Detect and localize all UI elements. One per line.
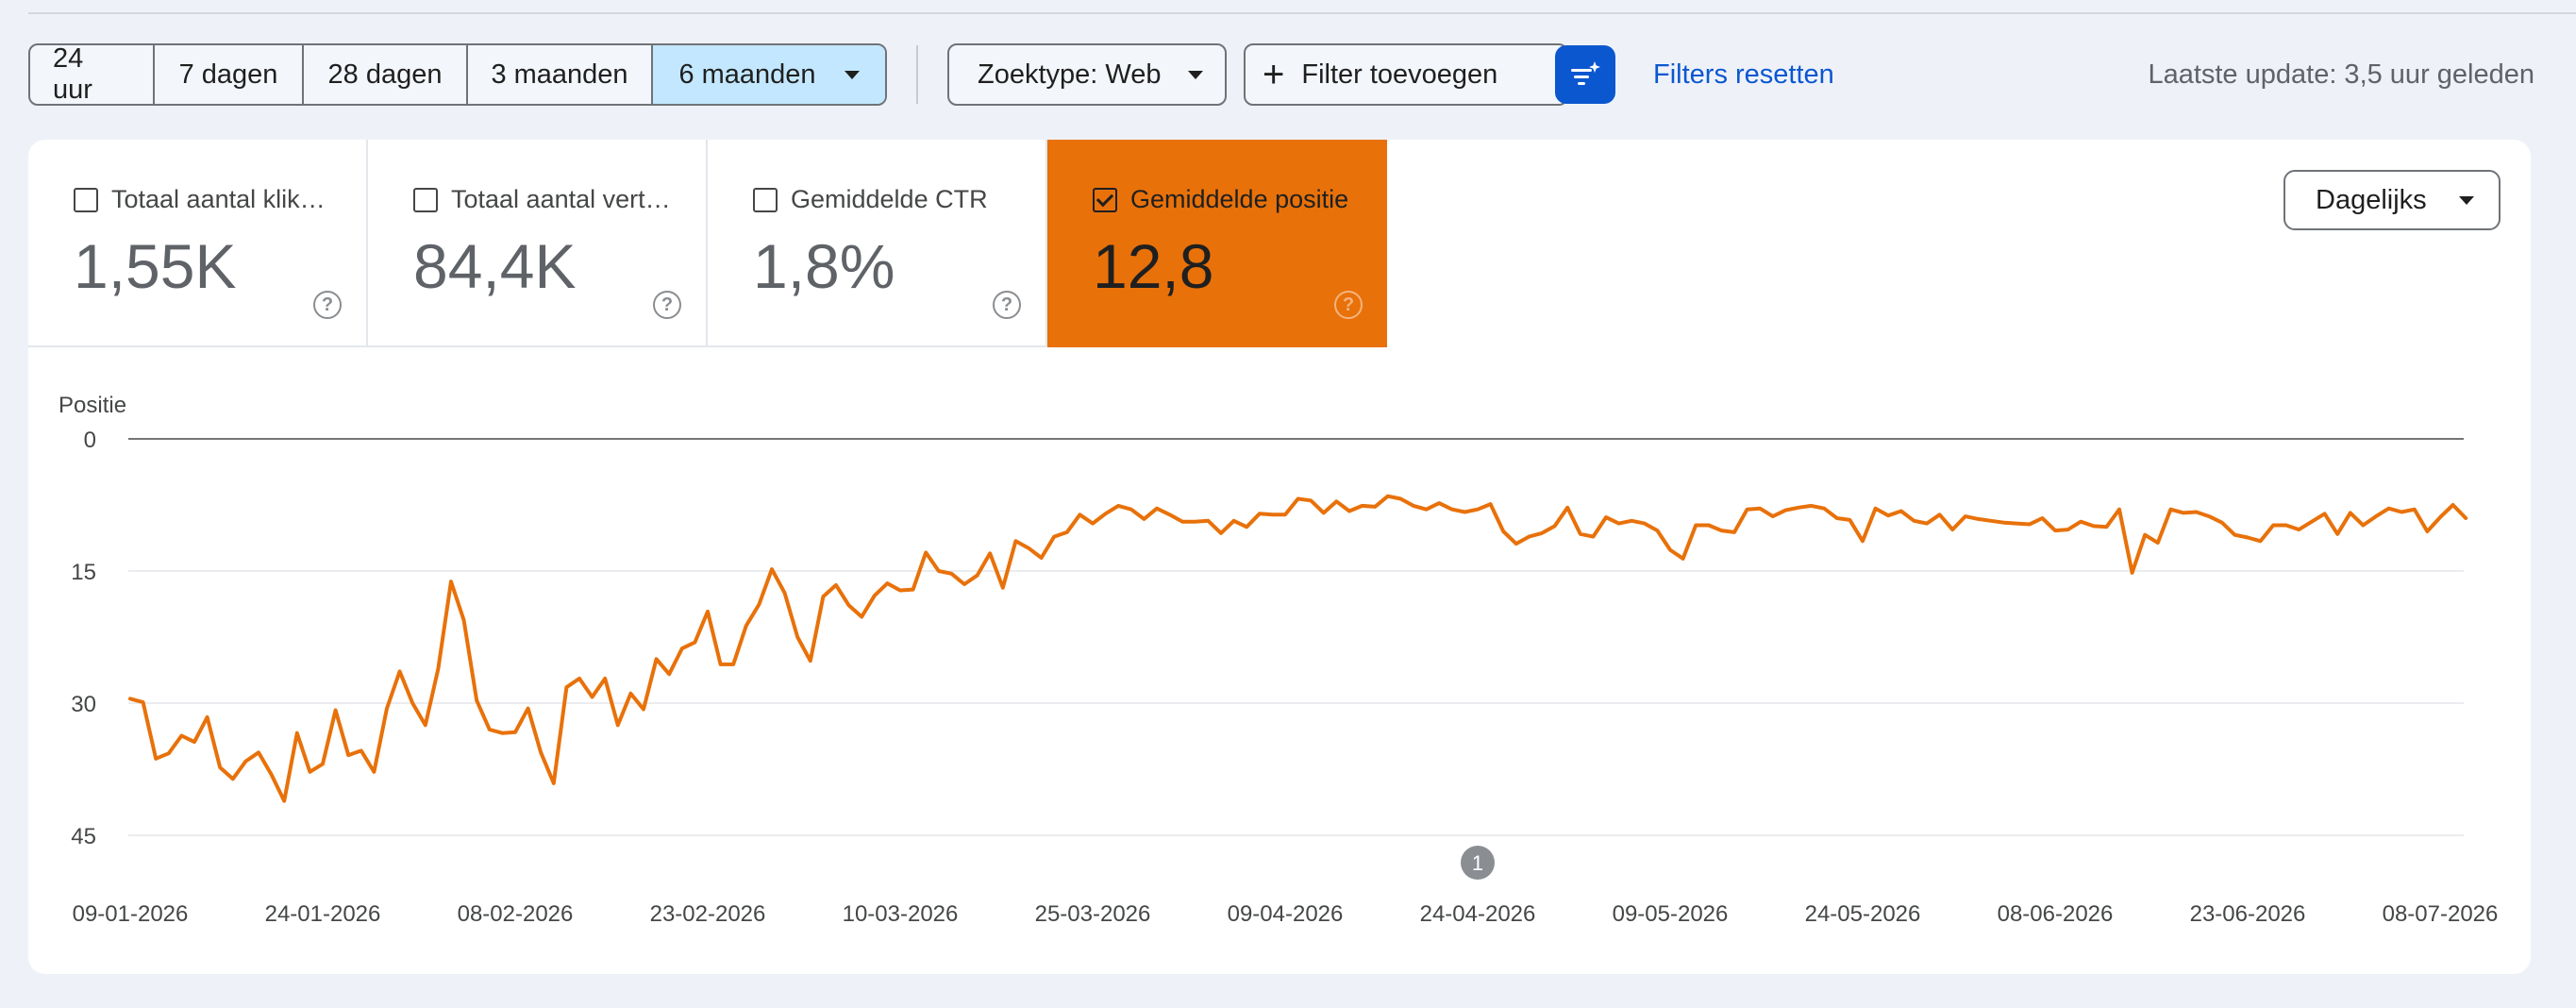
checkbox[interactable] xyxy=(753,187,778,212)
last-update-text: Laatste update: 3,5 uur geleden xyxy=(2148,59,2534,90)
chevron-down-icon xyxy=(2458,195,2474,205)
filter-toolbar: 24 uur 7 dagen 28 dagen 3 maanden 6 maan… xyxy=(28,43,2534,106)
x-tick-label: 09-04-2026 xyxy=(1228,901,1344,927)
range-6m-button[interactable]: 6 maanden xyxy=(653,45,885,104)
checkbox-checked[interactable] xyxy=(1093,187,1117,212)
range-label: 6 maanden xyxy=(678,59,816,90)
range-28d-button[interactable]: 28 dagen xyxy=(304,45,468,104)
metric-card-position[interactable]: Gemiddelde positie 12,8 ? xyxy=(1047,140,1387,347)
x-tick-label: 08-06-2026 xyxy=(1998,901,2114,927)
range-label: 28 dagen xyxy=(327,59,443,90)
metric-header: Totaal aantal vert… xyxy=(413,185,671,214)
granularity-label: Dagelijks xyxy=(2316,184,2427,215)
x-tick-label: 08-02-2026 xyxy=(458,901,574,927)
metric-value: 84,4K xyxy=(413,231,577,301)
search-type-dropdown[interactable]: Zoektype: Web xyxy=(947,43,1227,106)
x-tick-label: 08-07-2026 xyxy=(2383,901,2499,927)
position-chart: Positie 0 15 30 45 09-01-2026 24-01-2026 08-02-… xyxy=(59,393,2499,927)
x-tick-label: 09-05-2026 xyxy=(1613,901,1729,927)
metric-value: 1,55K xyxy=(74,231,237,301)
x-tick-label: 24-05-2026 xyxy=(1805,901,1921,927)
x-tick-label: 23-06-2026 xyxy=(2190,901,2306,927)
x-tick-label: 24-01-2026 xyxy=(265,901,381,927)
top-divider xyxy=(28,12,2576,14)
metric-card-clicks[interactable]: Totaal aantal klik… 1,55K ? xyxy=(28,140,368,347)
x-tick-label: 10-03-2026 xyxy=(843,901,959,927)
sparkle-filter-icon xyxy=(1571,61,1600,85)
ai-filter-button[interactable] xyxy=(1555,45,1615,104)
range-7d-button[interactable]: 7 dagen xyxy=(155,45,304,104)
x-tick-label: 25-03-2026 xyxy=(1035,901,1151,927)
x-tick-label: 09-01-2026 xyxy=(73,901,189,927)
chevron-down-icon xyxy=(844,70,860,79)
search-type-label: Zoektype: Web xyxy=(978,59,1162,90)
metric-header: Gemiddelde CTR xyxy=(753,185,988,214)
metric-card-ctr[interactable]: Gemiddelde CTR 1,8% ? xyxy=(708,140,1047,347)
y-tick-label: 30 xyxy=(71,692,96,717)
add-filter-label: Filter toevoegen xyxy=(1301,59,1498,90)
y-tick-label: 0 xyxy=(84,428,96,453)
range-3m-button[interactable]: 3 maanden xyxy=(468,45,653,104)
metric-label: Gemiddelde CTR xyxy=(791,185,988,213)
y-tick-label: 45 xyxy=(71,824,96,849)
metric-header: Totaal aantal klik… xyxy=(74,185,326,214)
help-icon[interactable]: ? xyxy=(653,291,681,319)
range-label: 3 maanden xyxy=(491,59,628,90)
chevron-down-icon xyxy=(1187,70,1203,79)
metric-label: Totaal aantal vert… xyxy=(451,185,671,213)
metric-value: 1,8% xyxy=(753,231,895,301)
reset-filters-link[interactable]: Filters resetten xyxy=(1653,59,1834,90)
checkbox[interactable] xyxy=(74,187,98,212)
date-range-selector: 24 uur 7 dagen 28 dagen 3 maanden 6 maan… xyxy=(28,43,887,106)
range-label: 7 dagen xyxy=(178,59,278,90)
range-label: 24 uur xyxy=(53,43,92,105)
add-filter-button[interactable]: + Filter toevoegen xyxy=(1244,43,1568,106)
toolbar-divider xyxy=(916,45,918,104)
metric-value: 12,8 xyxy=(1093,231,1214,301)
x-tick-label: 23-02-2026 xyxy=(650,901,766,927)
plus-icon: + xyxy=(1263,54,1285,95)
help-icon[interactable]: ? xyxy=(1334,291,1363,319)
annotation-label: 1 xyxy=(1472,851,1483,875)
checkbox[interactable] xyxy=(413,187,438,212)
granularity-dropdown[interactable]: Dagelijks xyxy=(2283,170,2501,230)
performance-card: Totaal aantal klik… 1,55K ? Totaal aanta… xyxy=(28,140,2531,974)
series-line xyxy=(128,494,2468,803)
annotation-marker[interactable] xyxy=(1461,846,1495,880)
metric-label: Totaal aantal klik… xyxy=(111,185,326,213)
y-axis-title: Positie xyxy=(59,393,126,418)
help-icon[interactable]: ? xyxy=(993,291,1021,319)
metric-label: Gemiddelde positie xyxy=(1130,185,1349,213)
range-24h-button[interactable]: 24 uur xyxy=(30,45,155,104)
y-tick-label: 15 xyxy=(71,560,96,585)
metric-card-impressions[interactable]: Totaal aantal vert… 84,4K ? xyxy=(368,140,708,347)
x-tick-label: 24-04-2026 xyxy=(1420,901,1536,927)
help-icon[interactable]: ? xyxy=(313,291,342,319)
metric-header: Gemiddelde positie xyxy=(1093,185,1348,214)
